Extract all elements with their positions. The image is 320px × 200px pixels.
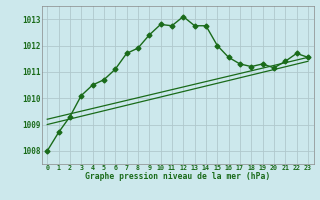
X-axis label: Graphe pression niveau de la mer (hPa): Graphe pression niveau de la mer (hPa) (85, 172, 270, 181)
